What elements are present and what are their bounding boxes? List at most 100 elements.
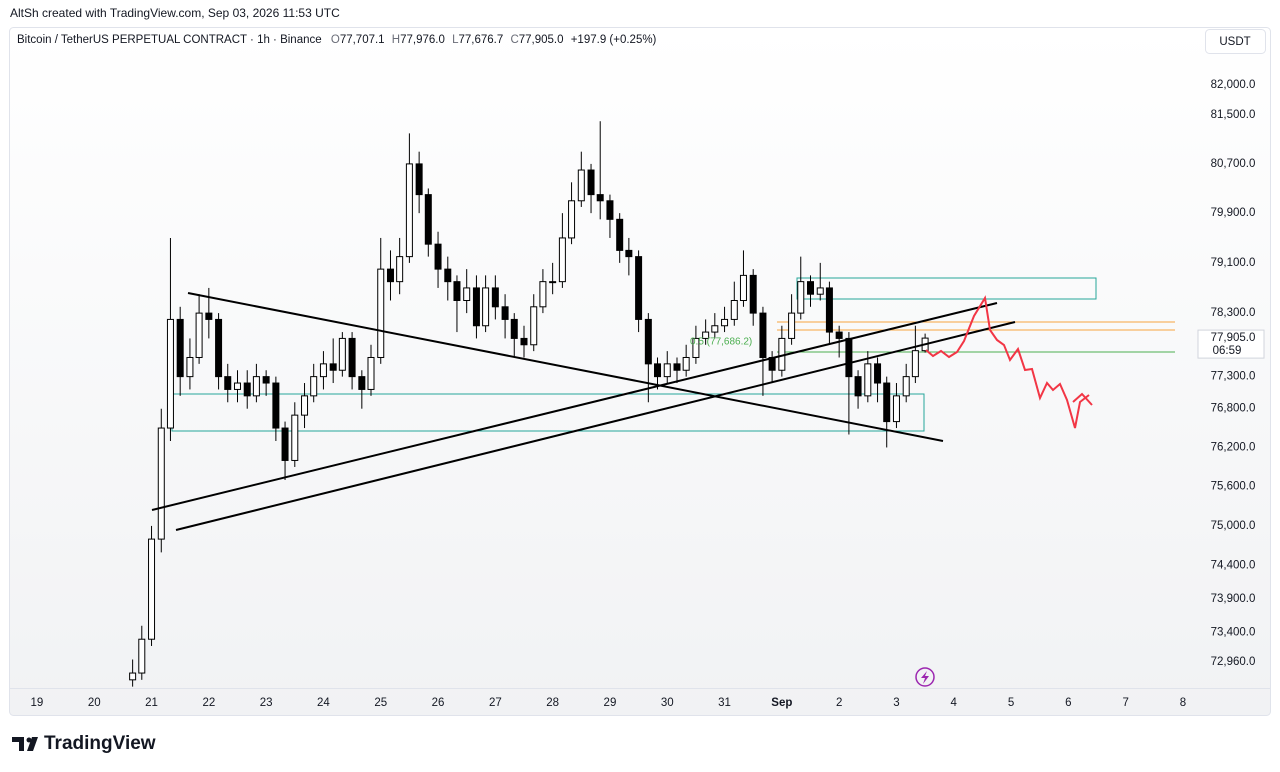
candle-body [224,376,232,390]
candle-body [338,337,346,371]
candle-body [157,427,165,540]
candle-body [472,287,480,327]
trendline [187,292,944,442]
candle-body [138,638,146,674]
projection-arrow [1072,392,1093,406]
event-icon[interactable] [915,667,935,687]
candle-body [682,356,690,371]
candle-body [854,376,862,397]
last-price-label: 77,905.0 [1211,332,1256,344]
y-tick-label: 81,500.0 [1211,109,1256,121]
ohlc-value: 77,905.0 [519,34,564,46]
candle-body [663,363,671,378]
candle-body [587,169,595,196]
x-tick-label: 4 [951,697,958,709]
candle-body [825,287,833,333]
candle-body [233,382,241,390]
candle-body [730,300,738,320]
attribution: AltSh created with TradingView.com, Sep … [10,6,340,20]
x-tick-label: 19 [31,697,44,709]
candle-body [319,363,327,378]
projection-path [925,295,1090,429]
countdown-label: 06:59 [1213,345,1242,357]
candle-body [892,395,900,423]
candle-body [358,376,366,390]
ohlc-key: C [510,34,518,46]
candle-body [444,268,452,283]
zone-box [796,277,1097,300]
candle-body [797,281,805,314]
candle-body [654,363,662,378]
candle-body [883,382,891,423]
x-tick-label: 6 [1065,697,1071,709]
candle-body [166,318,174,429]
candle-body [215,318,223,378]
x-tick-label: 27 [489,697,502,709]
y-tick-label: 73,900.0 [1211,593,1256,605]
change: +197.9 (+0.25%) [571,34,657,46]
candle-body [463,287,471,302]
ohlc-value: 77,707.1 [340,34,385,46]
currency-button[interactable] [1205,29,1266,54]
candle-body [568,200,576,239]
candle-body [911,350,919,378]
candle-body [195,312,203,358]
candle-body [835,331,843,339]
candle-body [329,363,337,371]
x-tick-label: 29 [604,697,617,709]
candle-body [702,331,710,339]
y-tick-label: 78,300.0 [1211,307,1256,319]
candle-body [510,318,518,339]
candle-body [262,376,270,384]
candle-body [252,376,260,397]
candle-body [596,194,604,202]
x-tick-label: 20 [88,697,101,709]
candle-body [396,256,404,283]
candle-body [845,337,853,378]
candle-body [148,538,156,640]
candle-body [539,281,547,308]
x-tick-label: 21 [145,697,158,709]
brand-logo [12,737,38,751]
candle-body [243,382,251,397]
symbol-header: Bitcoin / TetherUS PERPETUAL CONTRACT · … [17,34,657,46]
x-tick-label: Sep [771,697,792,709]
x-tick-label: 28 [546,697,559,709]
candle-body [692,337,700,358]
x-tick-label: 5 [1008,697,1014,709]
candles [129,121,929,687]
fib-label: 0.5 (77,686.2) [690,337,752,348]
candle-body [549,281,557,284]
y-tick-label: 75,000.0 [1211,520,1256,532]
candle-body [377,268,385,358]
candle-body [453,281,461,301]
trendlines [151,292,1093,531]
x-tick-label: 24 [317,697,330,709]
ohlc-key: H [392,34,400,46]
candle-body [721,318,729,327]
ohlc-key: L [452,34,459,46]
candle-body [759,312,767,358]
candle-body [711,325,719,333]
candle-body [310,376,318,397]
candle-body [558,237,566,283]
candle-body [874,363,882,384]
candle-body [816,287,824,295]
x-tick-label: 2 [836,697,842,709]
candle-body [386,268,394,283]
candle-body [788,312,796,339]
candle-body [606,200,614,220]
candle-body [415,163,423,196]
y-tick-label: 77,300.0 [1211,371,1256,383]
candle-body [644,318,652,365]
x-tick-label: 8 [1180,697,1186,709]
x-tick-label: 25 [374,697,387,709]
y-tick-label: 80,700.0 [1211,158,1256,170]
y-tick-label: 74,400.0 [1211,560,1256,572]
trendline [175,321,1016,531]
candle-body [491,287,499,308]
candle-body [434,243,442,270]
ohlc-value: 77,976.0 [400,34,445,46]
